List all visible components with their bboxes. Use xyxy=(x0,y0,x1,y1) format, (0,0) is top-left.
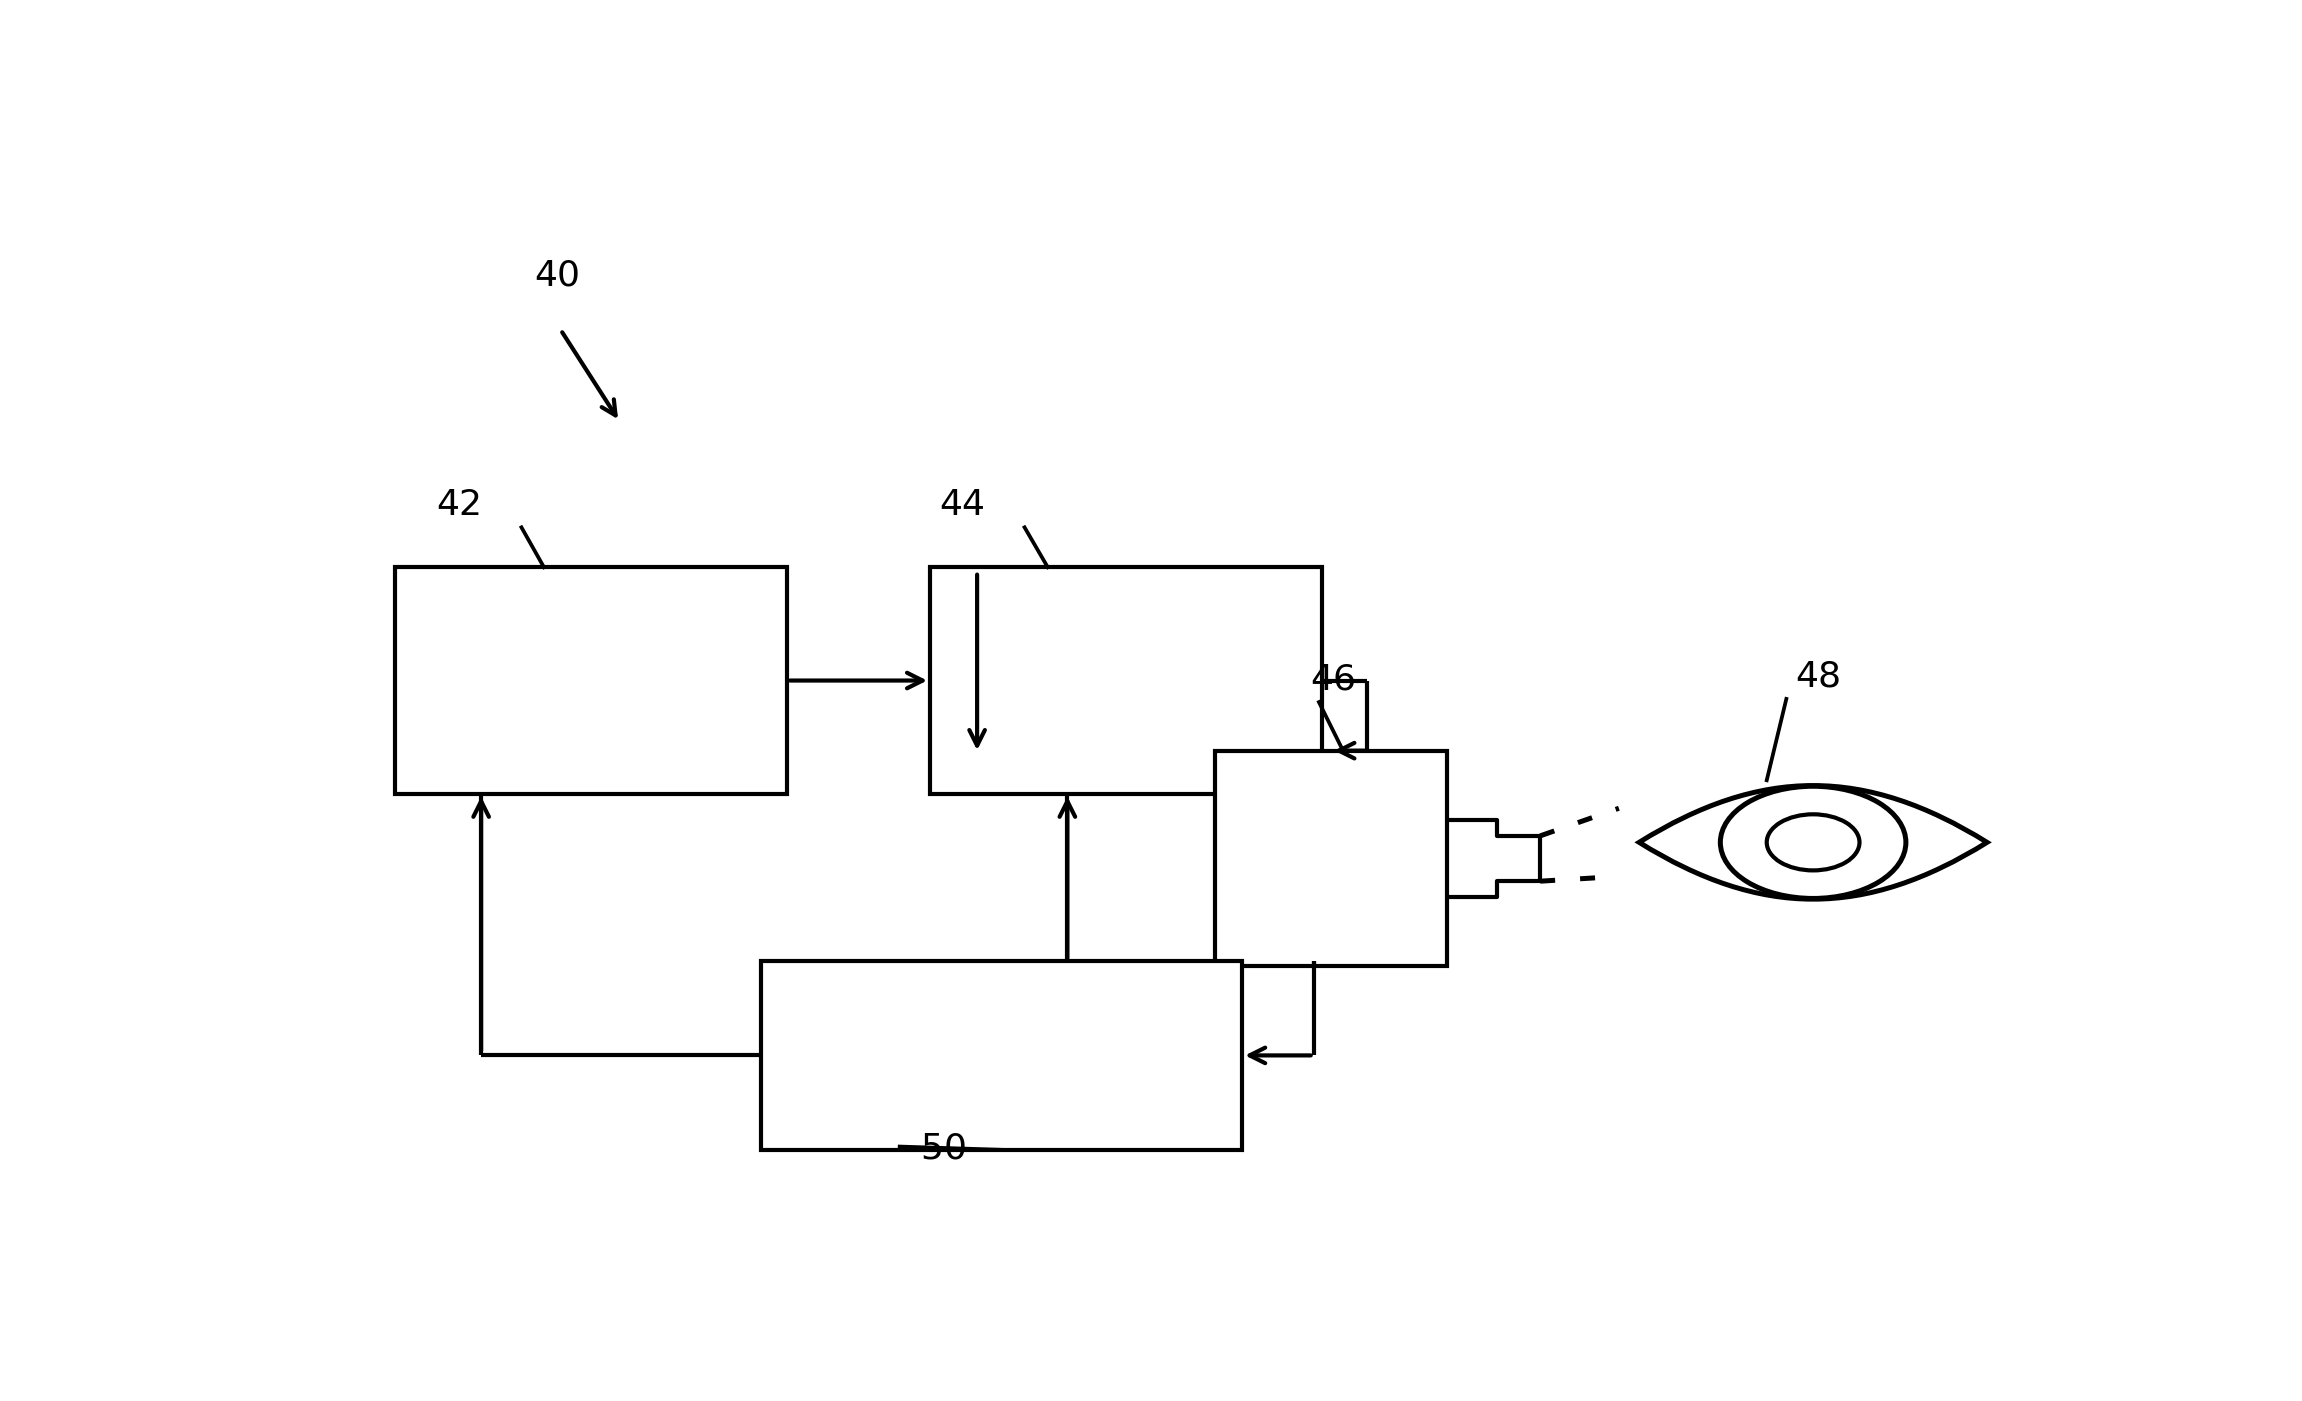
Ellipse shape xyxy=(1766,814,1860,870)
Bar xyxy=(1215,751,1448,967)
Text: 42: 42 xyxy=(435,488,481,523)
Text: 40: 40 xyxy=(534,258,580,293)
Ellipse shape xyxy=(1720,786,1906,898)
Text: 46: 46 xyxy=(1310,663,1356,696)
Bar xyxy=(930,567,1321,794)
PathPatch shape xyxy=(1639,786,1987,899)
Text: -50: -50 xyxy=(909,1132,967,1166)
Text: 48: 48 xyxy=(1796,660,1842,693)
Bar xyxy=(396,567,787,794)
Bar xyxy=(760,961,1243,1150)
Text: 44: 44 xyxy=(939,488,985,523)
